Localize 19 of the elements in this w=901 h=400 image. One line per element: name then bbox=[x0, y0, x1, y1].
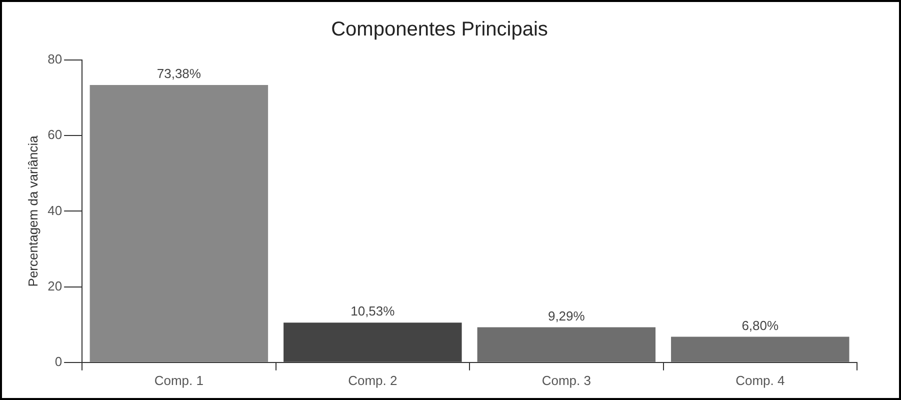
data-label: 73,38% bbox=[156, 66, 202, 82]
bar bbox=[671, 336, 850, 362]
y-tick-label: 20 bbox=[48, 278, 62, 294]
y-axis-title: Percentagem da variância bbox=[25, 134, 40, 287]
x-tick-label: Comp. 4 bbox=[736, 372, 785, 388]
x-tick-label: Comp. 3 bbox=[542, 372, 591, 388]
chart-title: Componentes Principais bbox=[331, 18, 548, 41]
x-tick-label: Comp. 2 bbox=[348, 372, 398, 388]
y-tick-label: 40 bbox=[48, 202, 62, 218]
x-tick-label: Comp. 1 bbox=[154, 372, 204, 388]
y-tick-label: 0 bbox=[54, 354, 62, 369]
data-label: 10,53% bbox=[350, 304, 396, 319]
y-tick-label: 60 bbox=[48, 127, 62, 142]
data-label: 9,29% bbox=[548, 308, 586, 324]
bar bbox=[284, 322, 462, 362]
bar bbox=[477, 327, 656, 362]
y-tick-label: 80 bbox=[48, 52, 62, 67]
bar bbox=[90, 85, 268, 362]
data-label: 6,80% bbox=[742, 318, 779, 333]
